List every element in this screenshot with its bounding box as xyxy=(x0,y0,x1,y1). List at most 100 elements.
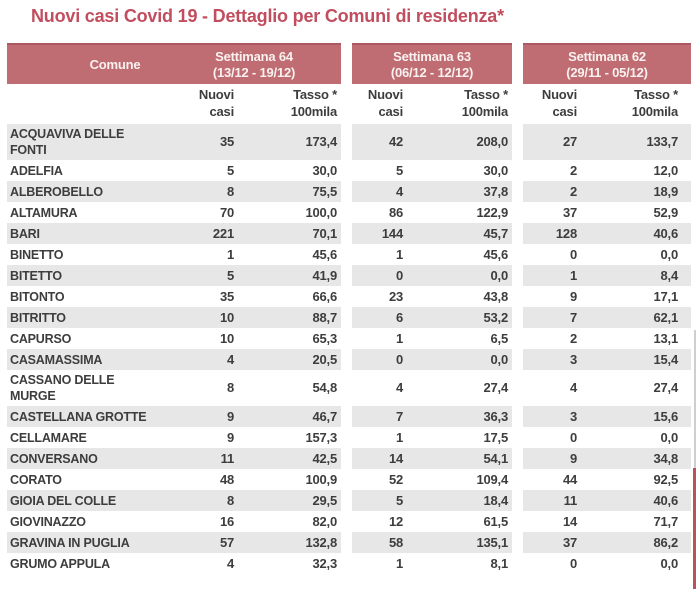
table-row: BITRITTO 10 88,7 6 53,2 7 62,1 xyxy=(7,307,691,328)
group-separator xyxy=(341,448,352,469)
nuovi-casi-cell: 4 xyxy=(226,555,234,571)
nuovi-casi-cell: 1 xyxy=(523,265,581,286)
tasso-cell: 18,4 xyxy=(407,490,512,511)
nuovi-casi-cell: 9 xyxy=(226,429,234,445)
group-separator xyxy=(512,406,523,427)
tasso-cell: 82,0 xyxy=(312,513,337,529)
tasso-cell: 135,1 xyxy=(407,532,512,553)
tasso-cell: 65,3 xyxy=(312,330,337,346)
nuovi-casi-cell: 86 xyxy=(388,204,403,220)
group-separator xyxy=(341,84,352,124)
table-row: CAPURSO 10 65,3 1 6,5 2 13,1 xyxy=(7,328,691,349)
nuovi-casi-cell: 4 xyxy=(352,181,407,202)
group-separator xyxy=(341,469,352,490)
week-63-dates: (06/12 - 12/12) xyxy=(390,64,474,80)
sub-header-row: Nuovi casi Tasso * 100mila Nuovi casi Ta… xyxy=(7,84,691,124)
tasso-cell: 100,0 xyxy=(305,204,337,220)
group-separator xyxy=(341,406,352,427)
table-row: CORATO 48 100,9 52 109,4 44 92,5 xyxy=(7,469,691,490)
group-separator xyxy=(512,286,523,307)
column-header-week-63: Settimana 63 (06/12 - 12/12) xyxy=(352,43,512,84)
tasso-cell: 15,4 xyxy=(581,349,691,370)
table-row: BITETTO 5 41,9 0 0,0 1 8,4 xyxy=(7,265,691,286)
nuovi-casi-cell: 9 xyxy=(167,406,238,427)
tasso-cell: 92,5 xyxy=(653,471,678,487)
tasso-cell: 17,1 xyxy=(653,288,678,304)
table-row: GRUMO APPULA 4 32,3 1 8,1 0 0,0 xyxy=(7,553,691,574)
group-separator xyxy=(341,181,352,202)
table-row: ACQUAVIVA DELLE FONTI 35 173,4 42 208,0 27 133… xyxy=(7,124,691,160)
group-separator xyxy=(341,265,352,286)
group-separator xyxy=(512,469,523,490)
nuovi-casi-cell: 0 xyxy=(352,265,407,286)
group-separator xyxy=(341,223,352,244)
nuovi-casi-cell: 27 xyxy=(523,124,581,160)
tasso-cell: 40,6 xyxy=(581,223,691,244)
nuovi-casi-cell: 0 xyxy=(569,429,577,445)
table-row: ALBEROBELLO 8 75,5 4 37,8 2 18,9 xyxy=(7,181,691,202)
nuovi-casi-cell: 70 xyxy=(219,204,234,220)
nuovi-casi-cell: 8 xyxy=(167,181,238,202)
nuovi-casi-cell: 42 xyxy=(352,124,407,160)
nuovi-casi-cell: 35 xyxy=(167,124,238,160)
tasso-cell: 173,4 xyxy=(238,124,341,160)
group-separator xyxy=(512,349,523,370)
tasso-cell: 29,5 xyxy=(238,490,341,511)
tasso-cell: 133,7 xyxy=(581,124,691,160)
tasso-cell: 88,7 xyxy=(238,307,341,328)
nuovi-casi-cell: 5 xyxy=(395,162,403,178)
table-row: CELLAMARE 9 157,3 1 17,5 0 0,0 xyxy=(7,427,691,448)
nuovi-casi-cell: 11 xyxy=(167,448,238,469)
nuovi-casi-cell: 48 xyxy=(219,471,234,487)
tasso-cell: 0,0 xyxy=(660,246,679,262)
comune-cell: ALTAMURA xyxy=(10,205,78,220)
comune-cell: CELLAMARE xyxy=(10,430,87,445)
nuovi-casi-cell: 0 xyxy=(569,555,577,571)
tasso-cell: 40,6 xyxy=(581,490,691,511)
group-separator xyxy=(512,448,523,469)
sub-header-tasso-w63: Tasso * 100mila xyxy=(407,84,512,124)
tasso-cell: 34,8 xyxy=(581,448,691,469)
nuovi-casi-cell: 11 xyxy=(523,490,581,511)
nuovi-casi-cell: 52 xyxy=(388,471,403,487)
group-separator xyxy=(512,181,523,202)
tasso-cell: 36,3 xyxy=(407,406,512,427)
table-row: BITONTO 35 66,6 23 43,8 9 17,1 xyxy=(7,286,691,307)
tasso-cell: 30,0 xyxy=(483,162,508,178)
group-separator xyxy=(341,553,352,574)
tasso-cell: 53,2 xyxy=(407,307,512,328)
nuovi-casi-cell: 3 xyxy=(523,349,581,370)
group-separator xyxy=(512,124,523,160)
scrollbar-thumb[interactable] xyxy=(693,468,696,589)
tasso-cell: 27,4 xyxy=(483,380,508,395)
covid-comuni-table: Comune Settimana 64 (13/12 - 19/12) Sett… xyxy=(7,43,691,574)
nuovi-casi-cell: 8 xyxy=(226,380,234,395)
tasso-cell: 0,0 xyxy=(660,555,679,571)
group-separator xyxy=(341,160,352,181)
nuovi-casi-cell: 9 xyxy=(523,448,581,469)
tasso-cell: 100,9 xyxy=(305,471,337,487)
nuovi-casi-cell: 23 xyxy=(388,288,403,304)
nuovi-casi-cell: 35 xyxy=(219,288,234,304)
group-separator xyxy=(512,511,523,532)
nuovi-casi-cell: 2 xyxy=(569,162,577,178)
week-63-title: Settimana 63 xyxy=(393,48,471,64)
table-row: BINETTO 1 45,6 1 45,6 0 0,0 xyxy=(7,244,691,265)
nuovi-casi-cell: 4 xyxy=(395,380,403,395)
group-separator xyxy=(341,427,352,448)
tasso-cell: 45,7 xyxy=(407,223,512,244)
nuovi-casi-cell: 128 xyxy=(523,223,581,244)
tasso-cell: 12,0 xyxy=(653,162,678,178)
comune-cell: ADELFIA xyxy=(10,163,63,178)
tasso-cell: 15,6 xyxy=(581,406,691,427)
group-separator xyxy=(512,202,523,223)
nuovi-casi-cell: 7 xyxy=(523,307,581,328)
group-separator xyxy=(512,307,523,328)
tasso-cell: 45,6 xyxy=(483,246,508,262)
tasso-cell: 37,8 xyxy=(407,181,512,202)
column-header-week-64: Settimana 64 (13/12 - 19/12) xyxy=(167,43,341,84)
tasso-cell: 45,6 xyxy=(312,246,337,262)
group-separator xyxy=(512,427,523,448)
nuovi-casi-cell: 14 xyxy=(352,448,407,469)
group-separator xyxy=(512,223,523,244)
